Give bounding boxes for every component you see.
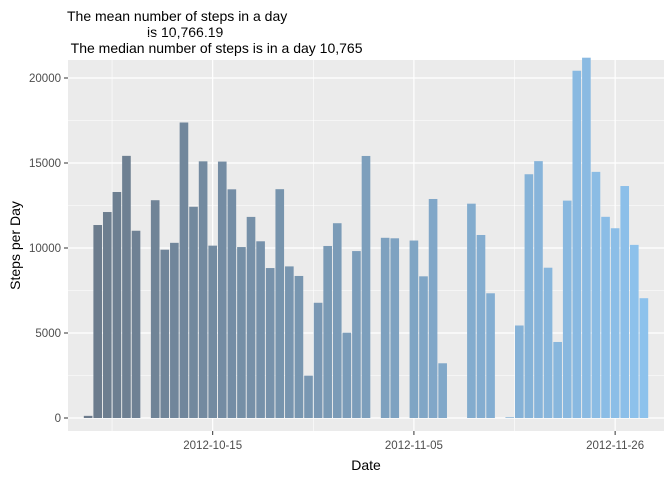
bar <box>285 266 294 418</box>
bar <box>543 267 553 418</box>
bar <box>323 245 332 418</box>
bar <box>380 237 390 418</box>
y-axis-label: Steps per Day <box>7 201 23 290</box>
bar <box>390 238 400 418</box>
x-axis-label: Date <box>351 457 381 473</box>
bar <box>467 203 476 418</box>
bar <box>160 249 170 418</box>
bar <box>629 244 639 418</box>
bar <box>342 332 352 418</box>
bar <box>256 241 265 418</box>
bar <box>572 70 582 418</box>
bar <box>313 302 323 418</box>
bar <box>409 240 419 418</box>
chart-title-line-2: is 10,766.19 <box>147 24 224 40</box>
x-tick-label: 2012-11-05 <box>385 440 443 452</box>
bar <box>217 161 227 418</box>
bar <box>352 251 361 418</box>
bar <box>102 212 112 418</box>
bar <box>208 245 217 418</box>
bar <box>428 198 438 418</box>
bar <box>438 363 447 418</box>
bar <box>620 186 630 418</box>
y-tick-label: 15000 <box>29 158 61 170</box>
bar <box>361 155 371 418</box>
bar <box>486 293 495 418</box>
bar <box>275 189 285 418</box>
bar <box>601 216 610 418</box>
bar <box>553 341 562 418</box>
bar <box>582 57 591 419</box>
bar <box>591 171 601 418</box>
bar <box>562 200 572 418</box>
bar <box>112 192 122 418</box>
bar <box>610 228 620 418</box>
bar <box>419 276 428 418</box>
bar <box>83 415 93 418</box>
chart-title-line-1: The mean number of steps in a day <box>67 8 288 24</box>
bar <box>476 234 486 418</box>
x-axis-ticks: 2012-10-15 2012-11-05 2012-11-26 <box>183 431 644 452</box>
bar <box>246 216 256 418</box>
bars <box>83 57 649 419</box>
bar <box>227 189 237 418</box>
bar <box>198 161 208 419</box>
x-tick-label: 2012-11-26 <box>586 440 644 452</box>
bar <box>294 275 304 418</box>
bar <box>170 242 179 418</box>
y-tick-label: 10000 <box>29 243 61 255</box>
bar <box>534 161 543 418</box>
bar <box>122 155 131 419</box>
bar <box>524 174 534 418</box>
bar <box>332 223 342 418</box>
bar <box>189 206 198 418</box>
bar <box>265 268 275 418</box>
bar <box>93 225 103 418</box>
bar <box>505 417 515 418</box>
chart-title-line-3: The median number of steps is in a day 1… <box>67 40 363 56</box>
y-tick-label: 5000 <box>35 328 61 340</box>
bar <box>639 298 649 418</box>
x-tick-label: 2012-10-15 <box>183 440 242 452</box>
bar <box>179 122 189 419</box>
bar <box>304 375 313 418</box>
bar <box>237 247 246 418</box>
bar <box>150 200 160 418</box>
y-tick-label: 20000 <box>29 73 61 85</box>
bar <box>131 230 141 418</box>
bar <box>515 325 524 418</box>
y-axis-ticks: 0 5000 10000 15000 20000 <box>29 73 68 425</box>
y-tick-label: 0 <box>55 413 61 425</box>
